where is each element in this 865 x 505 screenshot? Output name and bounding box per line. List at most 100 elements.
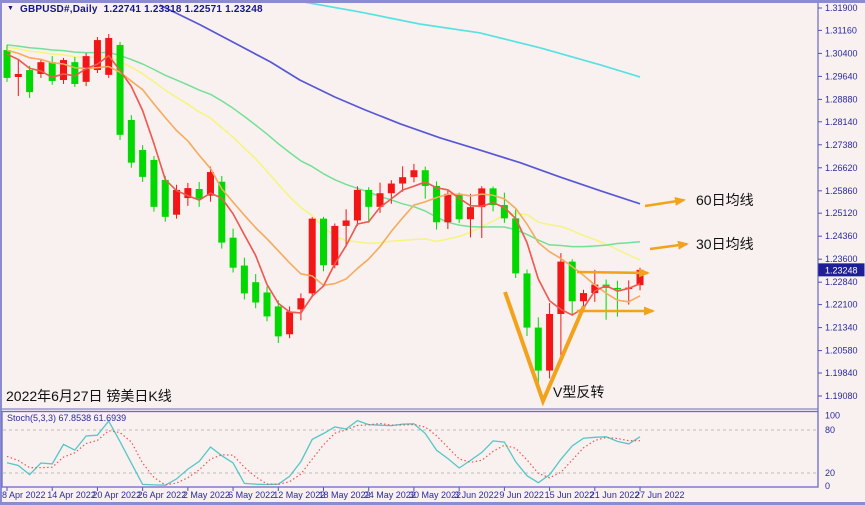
candle-body <box>376 193 384 207</box>
candle-body <box>489 188 497 206</box>
date-tick-label: 8 Apr 2022 <box>2 490 46 500</box>
candle-body <box>93 40 101 71</box>
ma60-pointer-arrow[interactable] <box>644 196 686 208</box>
candle-body <box>534 327 542 371</box>
candle-body <box>433 185 441 223</box>
candle-body <box>274 306 282 337</box>
price-tick-label: 1.28880 <box>825 94 858 104</box>
price-tick-label: 1.23600 <box>825 254 858 264</box>
candle-body <box>387 183 395 194</box>
candle-body <box>218 181 226 243</box>
stoch-tick-label: 80 <box>825 425 835 435</box>
price-tick-label: 1.31160 <box>825 25 857 35</box>
window-left-border <box>0 0 2 505</box>
stoch-k-value: 67.8538 <box>58 413 92 423</box>
ma30-pointer-arrow[interactable] <box>649 240 689 251</box>
date-tick-label: 9 Jun 2022 <box>499 490 544 500</box>
candle-body <box>173 189 181 215</box>
price-tick-label: 1.22840 <box>825 277 858 287</box>
price-tick-label: 1.19080 <box>825 391 858 401</box>
candle-body <box>195 188 203 199</box>
annotation-ma60-label[interactable]: 60日均线 <box>696 192 754 208</box>
candle-body <box>308 218 316 294</box>
trend-annotations[interactable] <box>503 196 689 407</box>
candle-body <box>116 44 124 135</box>
main-plot-area[interactable] <box>3 2 644 389</box>
candle-body <box>150 159 158 207</box>
candle-body <box>568 261 576 302</box>
candle-body <box>263 292 271 317</box>
price-tick-label: 1.25860 <box>825 186 858 196</box>
candle-body <box>139 149 147 177</box>
candle-body <box>240 265 248 294</box>
price-tick-label: 1.24360 <box>825 231 858 241</box>
chart-title: GBPUSD#,Daily 1.22741 1.23318 1.22571 1.… <box>20 4 263 15</box>
date-tick-label: 21 Jun 2022 <box>590 490 640 500</box>
annotation-date-caption[interactable]: 2022年6月27日 镑美日K线 <box>6 388 172 404</box>
candle-body <box>410 170 418 178</box>
candle-body <box>14 73 22 78</box>
date-tick-label: 30 May 2022 <box>409 490 461 500</box>
date-tick-label: 2 May 2022 <box>183 490 230 500</box>
candle-body <box>613 287 621 290</box>
candle-body <box>342 220 350 226</box>
date-tick-label: 24 May 2022 <box>364 490 416 500</box>
candle-body <box>286 311 294 335</box>
resistance-arrow[interactable] <box>576 268 650 278</box>
candle-body <box>184 188 192 199</box>
ma-30-line <box>6 44 641 248</box>
stoch-tick-label: 20 <box>825 468 835 478</box>
stoch-indicator-label: Stoch(5,3,3) 67.8538 61.6939 <box>7 413 126 423</box>
date-tick-label: 15 Jun 2022 <box>545 490 595 500</box>
candle-body <box>353 189 361 221</box>
candle-body <box>466 207 474 220</box>
price-tick-label: 1.25120 <box>825 208 858 218</box>
candle-body <box>127 119 135 163</box>
price-tick-label: 1.30400 <box>825 48 858 58</box>
stoch-tick-label: 0 <box>825 481 830 491</box>
candle-body <box>26 70 34 93</box>
price-axis[interactable]: 1.31900 1.31160 1.30400 1.29640 1.28880 1.281… <box>817 3 865 487</box>
annotation-v-reversal-label[interactable]: V型反转 <box>553 384 605 400</box>
window-bottom-border <box>0 502 865 505</box>
candle-body <box>523 273 531 328</box>
candle-body <box>444 193 452 223</box>
v-reversal-shape[interactable] <box>503 291 586 407</box>
stoch-tick-label: 100 <box>825 411 840 421</box>
current-price-tag <box>818 263 865 277</box>
candle-body <box>512 218 520 274</box>
candle-body <box>636 269 644 286</box>
candle-body <box>591 284 599 294</box>
date-tick-label: 20 Apr 2022 <box>92 490 141 500</box>
candle-body <box>421 170 429 186</box>
chart-ohlc: 1.22741 1.23318 1.22571 1.23248 <box>103 4 263 15</box>
ma-cyan-line <box>304 3 641 78</box>
annotation-ma30-label[interactable]: 30日均线 <box>696 236 754 252</box>
price-tick-label: 1.27380 <box>825 140 858 150</box>
candle-body <box>557 261 565 314</box>
stoch-name: Stoch(5,3,3) <box>7 413 57 423</box>
date-tick-label: 14 Apr 2022 <box>47 490 96 500</box>
symbol-dropdown-icon[interactable]: ▼ <box>7 5 14 12</box>
price-tick-label: 1.19840 <box>825 368 858 378</box>
candle-body <box>37 62 45 74</box>
current-price-label: 1.23248 <box>825 265 858 275</box>
ma-5-overlay <box>6 53 641 316</box>
candle-body <box>161 179 169 217</box>
stoch-k-line <box>6 419 641 486</box>
date-tick-label: 27 Jun 2022 <box>635 490 685 500</box>
candle-body <box>229 237 237 268</box>
candle-body <box>455 193 463 220</box>
candle-body <box>399 177 407 184</box>
stoch-lines <box>6 419 641 486</box>
stoch-panel: 100 80 20 0 <box>1 408 840 491</box>
candle-body <box>71 62 79 84</box>
date-tick-label: 26 Apr 2022 <box>138 490 187 500</box>
candles <box>3 34 644 389</box>
candle-body <box>297 298 305 310</box>
candle-body <box>206 172 214 196</box>
candle-body <box>580 293 588 302</box>
